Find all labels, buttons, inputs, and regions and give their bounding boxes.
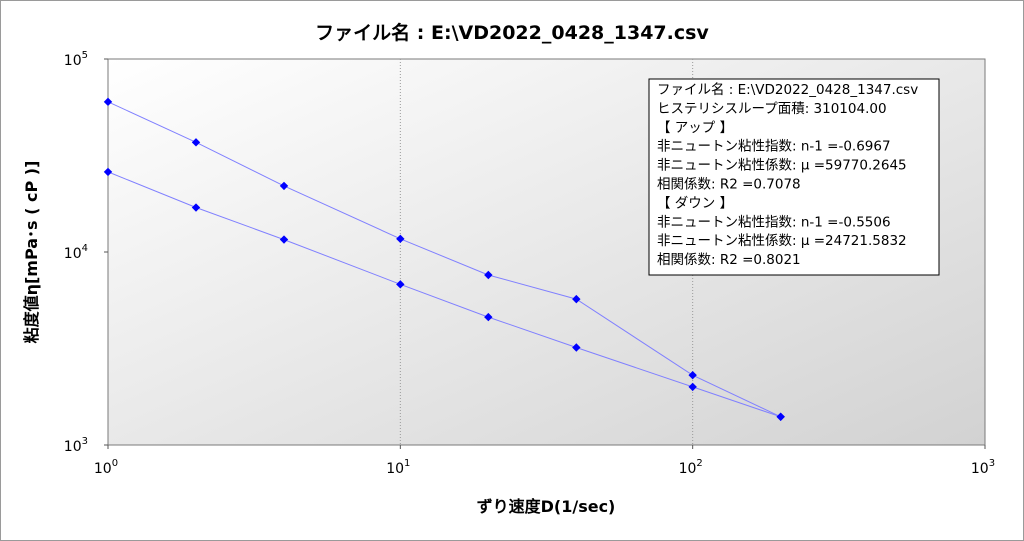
x-tick-label-0: 100 bbox=[94, 458, 118, 477]
y-tick-label-1: 104 bbox=[64, 243, 88, 262]
series-2-point-0 bbox=[103, 167, 113, 177]
series-1-point-6 bbox=[688, 370, 697, 380]
series-2 bbox=[103, 167, 785, 421]
annotation-line-3: 非ニュートン粘性指数: n-1 =-0.6967 bbox=[657, 139, 891, 155]
annotation-line-0: ファイル名 : E:\VD2022_0428_1347.csv bbox=[657, 82, 918, 98]
y-axis-ticks: 103 104 105 bbox=[64, 50, 108, 455]
series-1-point-2 bbox=[279, 181, 289, 191]
series-2-point-2 bbox=[279, 235, 289, 244]
series-2-point-5 bbox=[572, 343, 581, 352]
annotation-box: ファイル名 : E:\VD2022_0428_1347.csv ヒステリシスループ… bbox=[648, 78, 940, 276]
series-1-point-3 bbox=[396, 234, 405, 244]
annotation-line-6: 【 ダウン 】 bbox=[657, 195, 733, 211]
series-layer bbox=[103, 97, 785, 421]
series-2-point-3 bbox=[396, 280, 405, 289]
annotation-box-frame bbox=[648, 78, 940, 276]
x-axis-ticks: 100 101 102 103 bbox=[94, 445, 995, 477]
series-2-point-4 bbox=[484, 312, 493, 322]
x-tick-label-2: 102 bbox=[679, 458, 703, 477]
x-axis-label: ずり速度D(1/sec) bbox=[477, 497, 616, 516]
annotation-line-1: ヒステリシスループ面積: 310104.00 bbox=[657, 101, 887, 117]
series-1-point-0 bbox=[103, 97, 113, 107]
x-tick-label-1: 101 bbox=[386, 458, 410, 477]
annotation-line-2: 【 アップ 】 bbox=[657, 120, 733, 136]
annotation-line-9: 相関係数: R2 =0.8021 bbox=[657, 252, 801, 268]
series-2-point-6 bbox=[688, 382, 697, 392]
series-2-line bbox=[107, 171, 781, 418]
annotation-line-5: 相関係数: R2 =0.7078 bbox=[657, 177, 801, 193]
annotation-line-7: 非ニュートン粘性指数: n-1 =-0.5506 bbox=[657, 214, 891, 230]
chart-title: ファイル名 : E:\VD2022_0428_1347.csv bbox=[315, 21, 709, 44]
series-1 bbox=[103, 97, 785, 421]
y-tick-label-2: 105 bbox=[64, 50, 88, 69]
y-tick-label-0: 103 bbox=[64, 436, 88, 455]
x-tick-label-3: 103 bbox=[971, 458, 995, 477]
series-2-point-7 bbox=[776, 412, 785, 421]
series-1-point-5 bbox=[572, 294, 581, 304]
series-1-line bbox=[107, 101, 781, 418]
series-1-point-1 bbox=[191, 138, 201, 147]
annotation-line-4: 非ニュートン粘性係数: μ =59770.2645 bbox=[657, 158, 907, 174]
series-2-point-1 bbox=[191, 203, 201, 212]
series-1-point-4 bbox=[484, 270, 493, 280]
y-axis-label: 粘度値η[mPa･s ( cP )] bbox=[22, 161, 41, 344]
annotation-line-8: 非ニュートン粘性係数: μ =24721.5832 bbox=[657, 233, 907, 249]
